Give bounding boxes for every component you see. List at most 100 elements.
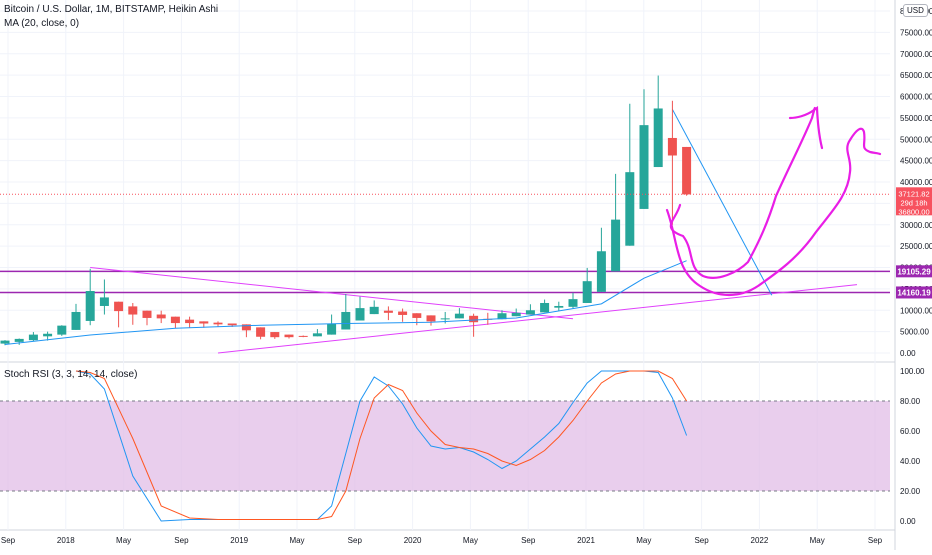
candle-body	[312, 333, 322, 337]
price-tick-label: 0.00	[900, 349, 916, 358]
candle-body	[170, 316, 180, 324]
candle-body	[241, 324, 251, 331]
time-tick-label: Sep	[1, 536, 16, 545]
candle-body	[85, 291, 95, 321]
stoch-tick-label: 100.00	[900, 367, 925, 376]
price-tick-label: 5000.00	[900, 328, 929, 337]
candle-body	[298, 335, 308, 337]
candle-body	[57, 325, 67, 335]
time-tick-label: 2019	[230, 536, 248, 545]
time-tick-label: Sep	[694, 536, 709, 545]
level-price-tag	[896, 265, 932, 278]
candle-body	[596, 251, 606, 292]
price-tick-label: 25000.00	[900, 242, 932, 251]
price-tick-label: 60000.00	[900, 93, 932, 102]
price-tick-label: 30000.00	[900, 221, 932, 230]
time-tick-label: Sep	[868, 536, 883, 545]
last-price-tag	[896, 187, 932, 216]
candle-body	[71, 311, 81, 330]
time-tick-label: May	[636, 536, 651, 545]
freehand-annotation	[665, 127, 882, 296]
stoch-tick-label: 20.00	[900, 487, 921, 496]
trendline	[671, 109, 773, 296]
candle-body	[412, 313, 422, 318]
time-tick-label: May	[810, 536, 825, 545]
time-tick-label: May	[289, 536, 304, 545]
candle-body	[99, 297, 109, 306]
trendline	[90, 267, 574, 320]
time-tick-label: May	[463, 536, 478, 545]
ma-legend: MA (20, close, 0)	[4, 18, 80, 29]
chart-title: Bitcoin / U.S. Dollar, 1M, BITSTAMP, Hei…	[4, 4, 219, 15]
candle-body	[454, 313, 464, 319]
candle-body	[469, 315, 479, 323]
candle-body	[653, 108, 663, 168]
trendline	[217, 284, 858, 354]
candle-body	[355, 308, 365, 321]
stoch-legend: Stoch RSI (3, 3, 14, 14, close)	[4, 369, 138, 380]
candle-body	[114, 301, 124, 312]
time-tick-label: Sep	[521, 536, 536, 545]
candle-body	[284, 334, 294, 338]
candle-body	[185, 319, 195, 324]
price-tick-label: 65000.00	[900, 71, 932, 80]
candle-body	[568, 299, 578, 307]
stoch-tick-label: 80.00	[900, 397, 921, 406]
candle-body	[341, 311, 351, 330]
candle-body	[142, 310, 152, 318]
candle-body	[667, 137, 677, 156]
candle-body	[540, 302, 550, 313]
price-tick-label: 10000.00	[900, 306, 932, 315]
price-tick-label: 75000.00	[900, 28, 932, 37]
last-price-label: 36800.00	[898, 207, 929, 216]
candle-body	[270, 332, 280, 338]
stoch-tick-label: 40.00	[900, 457, 921, 466]
candle-body	[383, 310, 393, 313]
candle-body	[0, 340, 10, 344]
candle-body	[497, 313, 507, 320]
time-tick-label: Sep	[174, 536, 189, 545]
stoch-tick-label: 60.00	[900, 427, 921, 436]
time-tick-label: 2018	[57, 536, 75, 545]
candle-body	[582, 281, 592, 303]
candle-body	[199, 321, 209, 324]
candle-body	[14, 338, 24, 342]
last-price-label: 37121.82	[898, 189, 929, 198]
currency-badge[interactable]: USD	[903, 4, 928, 17]
candle-body	[43, 333, 53, 337]
price-tick-label: 55000.00	[900, 114, 932, 123]
time-tick-label: Sep	[348, 536, 363, 545]
freehand-annotation	[669, 106, 816, 279]
candle-body	[511, 312, 521, 317]
candle-body	[611, 219, 621, 272]
candle-body	[227, 323, 237, 326]
candle-body	[554, 305, 564, 308]
stoch-series-line	[75, 370, 688, 520]
candle-body	[327, 323, 337, 335]
candle-body	[128, 306, 138, 315]
candle-body	[440, 318, 450, 320]
last-price-label: 29d 18h	[900, 198, 927, 207]
time-tick-label: 2022	[751, 536, 769, 545]
candle-body	[525, 310, 535, 315]
candle-body	[639, 125, 649, 209]
price-tick-label: 45000.00	[900, 157, 932, 166]
time-tick-label: 2021	[577, 536, 595, 545]
candle-body	[28, 334, 38, 341]
price-tick-label: 70000.00	[900, 50, 932, 59]
time-tick-label: 2020	[404, 536, 422, 545]
candle-body	[256, 327, 266, 337]
level-price-tag	[896, 286, 932, 299]
ma-line	[4, 260, 687, 345]
candle-body	[156, 314, 166, 319]
candle-body	[213, 322, 223, 325]
candle-body	[398, 311, 408, 315]
level-price-label: 19105.29	[897, 267, 931, 276]
price-tick-label: 50000.00	[900, 135, 932, 144]
time-tick-label: May	[116, 536, 131, 545]
freehand-annotation	[812, 106, 824, 150]
level-price-label: 14160.19	[897, 288, 931, 297]
stoch-tick-label: 0.00	[900, 517, 916, 526]
